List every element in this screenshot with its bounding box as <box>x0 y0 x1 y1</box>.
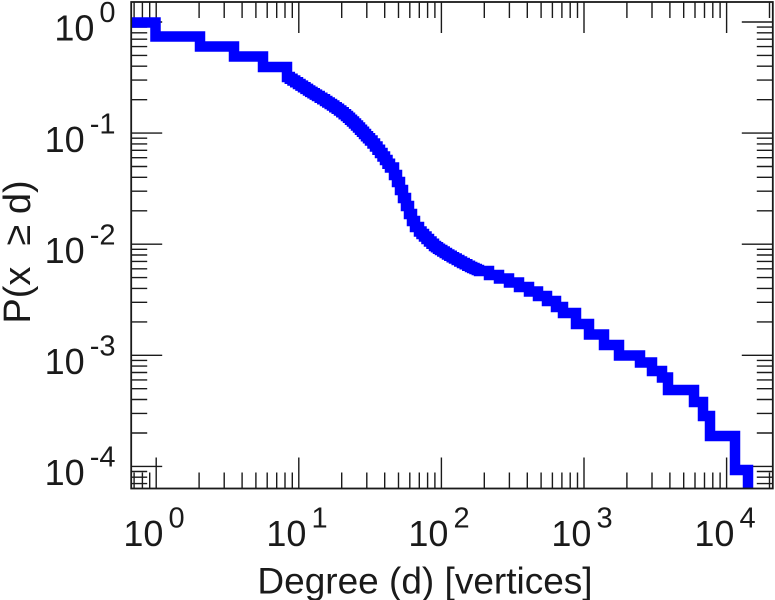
svg-text:Degree (d) [vertices]: Degree (d) [vertices] <box>257 561 592 600</box>
svg-text:P(x ≥ d): P(x ≥ d) <box>0 180 39 323</box>
